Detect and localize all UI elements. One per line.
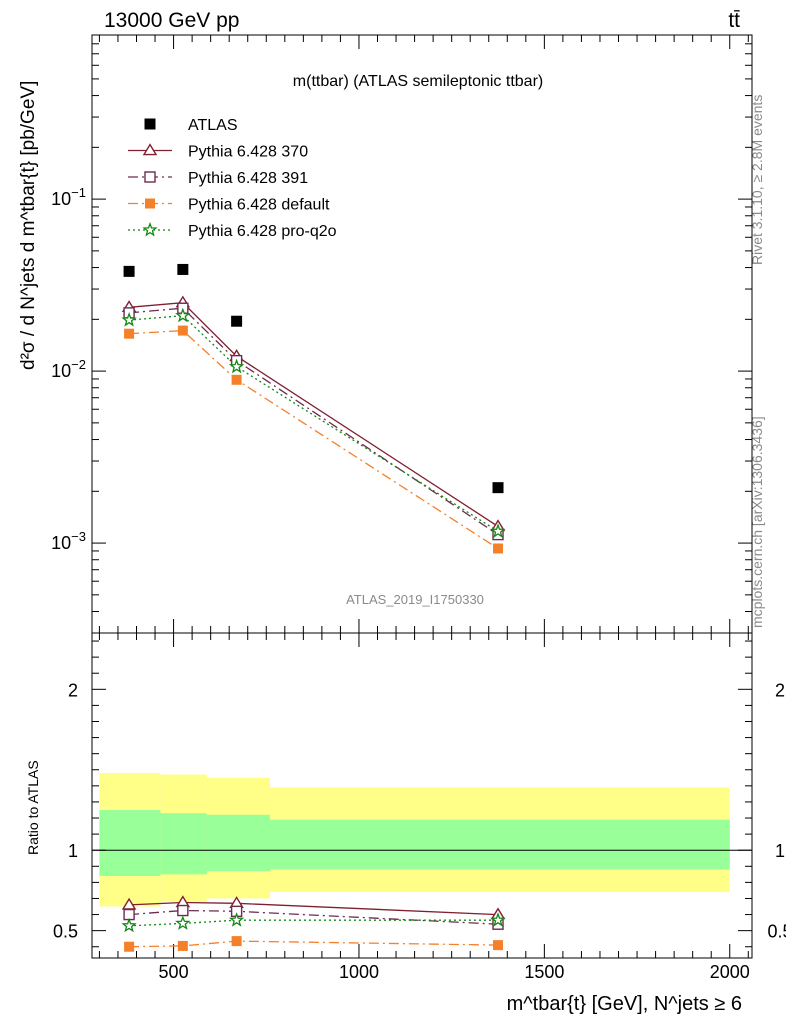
legend-marker bbox=[144, 118, 156, 130]
ratio-data-point bbox=[124, 941, 135, 952]
band-inner bbox=[269, 819, 730, 870]
data-point bbox=[123, 265, 135, 277]
main-y-tick-label: 10−2 bbox=[51, 357, 86, 381]
legend-marker bbox=[144, 171, 156, 183]
header-left: 13000 GeV pp bbox=[104, 9, 239, 32]
band-inner bbox=[160, 813, 207, 875]
main-plot-panel: 10−3 10−2 10−1 ATLAS Pythia 6.428 370 Pythia … bbox=[51, 34, 753, 634]
series-line bbox=[129, 329, 499, 550]
legend-label: ATLAS bbox=[188, 117, 238, 134]
series-line bbox=[129, 315, 499, 532]
band-inner bbox=[206, 814, 270, 872]
ratio-y-tick-label: 1 bbox=[68, 841, 78, 861]
data-point bbox=[231, 374, 242, 385]
plot-title: m(ttbar) (ATLAS semileptonic ttbar) bbox=[293, 73, 543, 90]
series-line bbox=[129, 302, 499, 527]
ratio-y-tick-label: 2 bbox=[68, 680, 78, 700]
band-inner bbox=[99, 809, 161, 876]
analysis-tag: ATLAS_2019_I1750330 bbox=[346, 592, 484, 607]
ratio-data-point bbox=[177, 940, 188, 951]
ratio-y-tick-label-right: 1 bbox=[775, 841, 785, 861]
data-point bbox=[177, 263, 189, 275]
data-point bbox=[124, 328, 135, 339]
legend-label: Pythia 6.428 391 bbox=[188, 170, 308, 187]
data-point bbox=[175, 307, 191, 323]
legend-label: Pythia 6.428 default bbox=[188, 197, 330, 214]
legend-marker bbox=[145, 198, 155, 209]
series-line bbox=[129, 307, 499, 536]
data-point bbox=[490, 523, 506, 538]
data-point bbox=[231, 315, 243, 327]
ratio-data-point bbox=[493, 940, 504, 951]
ratio-series-line bbox=[129, 919, 498, 927]
x-tick-label: 2000 bbox=[710, 962, 750, 982]
ratio-y-tick-label: 0.5 bbox=[53, 922, 78, 942]
ratio-plot-panel: 0.5 0.5 1 1 2 2 500 1000 1500 2000 bbox=[53, 632, 786, 982]
main-y-tick-label: 10−1 bbox=[51, 185, 86, 209]
main-y-axis-label: d²σ / d N^jets d m^tbar{t} [pb/GeV] bbox=[18, 81, 39, 370]
header-right: tt̄ bbox=[728, 9, 740, 32]
legend-marker bbox=[142, 143, 158, 156]
ratio-data-point bbox=[490, 912, 506, 927]
ratio-data-point bbox=[231, 936, 242, 947]
main-y-tick-label: 10−3 bbox=[51, 529, 86, 553]
mcplots-label: mcplots.cern.ch [arXiv:1306.3436] bbox=[749, 416, 765, 628]
legend-marker bbox=[142, 221, 158, 237]
ratio-y-axis-label: Ratio to ATLAS bbox=[25, 760, 41, 855]
x-tick-label: 500 bbox=[159, 962, 189, 982]
ratio-y-tick-label-right: 2 bbox=[775, 680, 785, 700]
ratio-series-line bbox=[129, 909, 499, 925]
ratio-series-line bbox=[129, 901, 499, 916]
data-point bbox=[493, 543, 504, 554]
x-tick-label: 1000 bbox=[339, 962, 379, 982]
ratio-frame bbox=[91, 632, 753, 959]
ratio-data-point bbox=[228, 912, 245, 927]
x-tick-label: 1500 bbox=[524, 962, 564, 982]
ratio-y-tick-label-right: 0.5 bbox=[767, 922, 786, 942]
rivet-label: Rivet 3.1.10, ≥ 2.8M events bbox=[749, 95, 765, 265]
ratio-data-point bbox=[175, 915, 191, 930]
data-point bbox=[177, 325, 188, 336]
data-point bbox=[228, 358, 245, 374]
legend-label: Pythia 6.428 370 bbox=[188, 144, 308, 161]
ratio-data-point bbox=[177, 904, 189, 917]
ratio-data-point bbox=[121, 917, 137, 933]
data-point bbox=[121, 312, 137, 327]
x-axis-label: m^tbar{t} [GeV], N^jets ≥ 6 bbox=[507, 993, 742, 1015]
legend-label: Pythia 6.428 pro-q2o bbox=[188, 223, 337, 240]
data-point bbox=[492, 482, 504, 494]
ratio-series-line bbox=[129, 940, 499, 948]
